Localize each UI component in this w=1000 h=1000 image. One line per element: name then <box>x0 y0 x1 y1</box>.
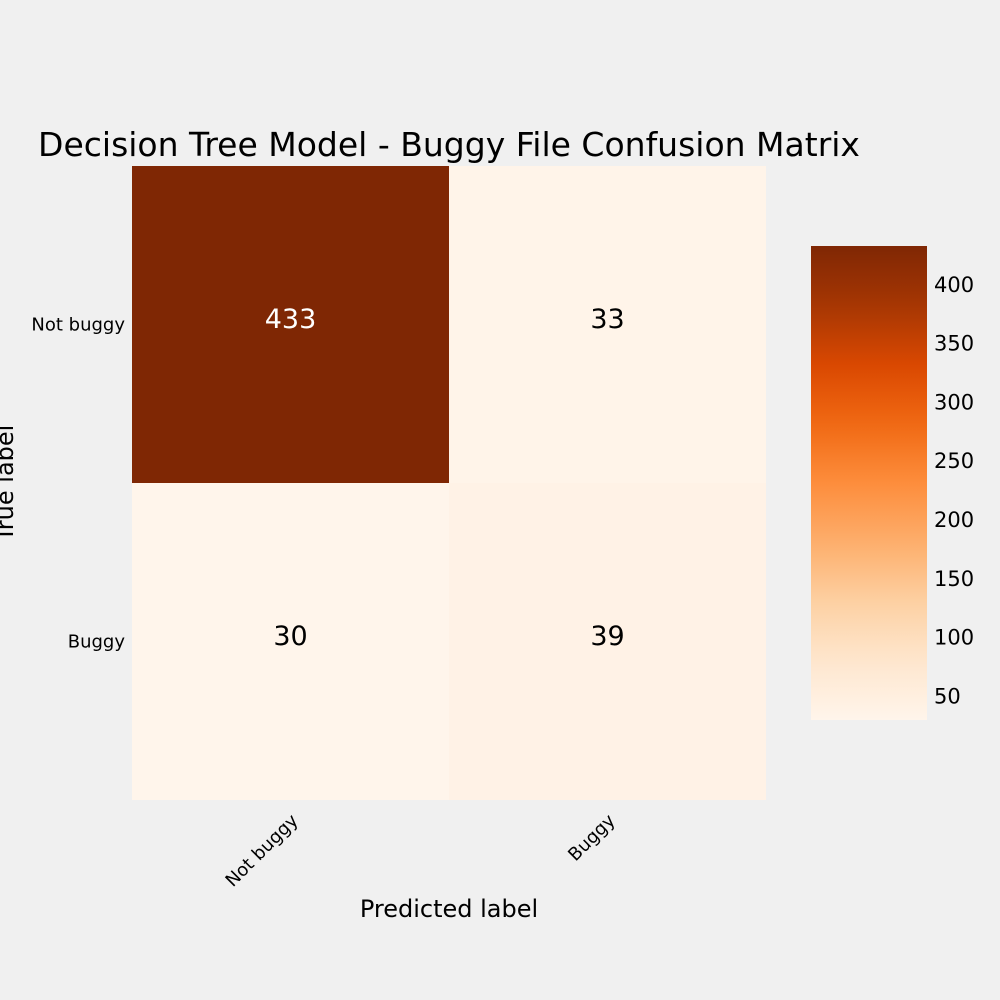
heatmap-cell <box>132 483 449 800</box>
y-axis-label: True label <box>0 425 19 543</box>
heatmap-cell <box>449 166 766 483</box>
chart-title: Decision Tree Model - Buggy File Confusi… <box>38 125 860 164</box>
y-tick-label: Not buggy <box>31 315 125 336</box>
colorbar-gradient <box>811 246 927 720</box>
colorbar-tick-label: 350 <box>934 332 974 356</box>
colorbar-tick-label: 200 <box>934 508 974 532</box>
cell-value-label: 30 <box>273 621 307 652</box>
cell-value-label: 39 <box>590 621 624 652</box>
cell-value-label: 33 <box>590 304 624 335</box>
y-tick-labels: Not buggy Buggy <box>31 315 125 653</box>
colorbar-tick-label: 300 <box>934 390 974 414</box>
heatmap-cell <box>132 166 449 483</box>
heatmap-cell <box>449 483 766 800</box>
colorbar-tick-label: 150 <box>934 567 974 591</box>
x-tick-label: Buggy <box>564 810 620 866</box>
colorbar-tick-label: 400 <box>934 273 974 297</box>
x-tick-label: Not buggy <box>222 810 303 891</box>
colorbar-tick-label: 50 <box>934 684 961 708</box>
heatmap-cells: 433 33 30 39 <box>132 166 766 800</box>
x-tick-labels: Not buggy Buggy <box>222 810 620 891</box>
colorbar-tick-label: 100 <box>934 626 974 650</box>
x-axis-label: Predicted label <box>360 895 538 923</box>
colorbar: 50 100 150 200 250 300 350 400 <box>811 246 974 720</box>
y-tick-label: Buggy <box>68 632 126 653</box>
colorbar-tick-label: 250 <box>934 449 974 473</box>
cell-value-label: 433 <box>265 304 317 335</box>
